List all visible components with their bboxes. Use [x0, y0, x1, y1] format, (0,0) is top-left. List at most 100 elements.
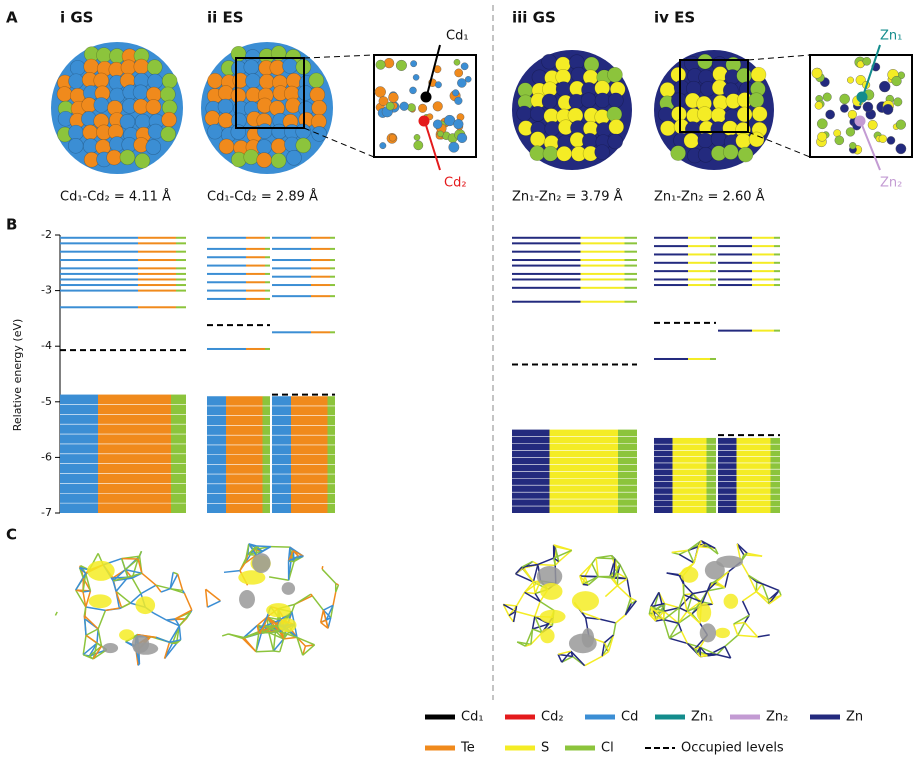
bond — [204, 589, 209, 608]
y-tick-label: -3 — [41, 284, 52, 297]
bond — [724, 634, 739, 647]
level — [60, 267, 186, 270]
bond — [319, 609, 325, 623]
orbital — [696, 603, 712, 623]
distance: Cd₁-Cd₂ = 4.11 Å — [60, 189, 171, 205]
level — [654, 253, 716, 256]
atom — [736, 67, 752, 84]
bond — [668, 630, 682, 639]
bond — [687, 642, 701, 648]
atom — [93, 97, 110, 113]
atom — [722, 144, 739, 160]
panel-label: C — [6, 526, 17, 544]
bond — [322, 609, 332, 619]
bond — [757, 634, 770, 638]
level — [272, 284, 335, 287]
atom — [448, 141, 460, 153]
bond — [591, 563, 599, 577]
atom — [457, 132, 468, 143]
level — [654, 278, 716, 281]
zoom-line — [747, 54, 811, 61]
bond — [677, 613, 693, 624]
atom — [541, 93, 558, 110]
bond — [613, 564, 621, 579]
bond — [322, 609, 327, 621]
bond — [678, 594, 685, 608]
bond — [174, 618, 180, 627]
bond — [686, 610, 701, 624]
bond — [530, 628, 534, 645]
bond — [83, 615, 99, 630]
atom — [412, 74, 420, 81]
atom — [285, 97, 301, 114]
bond — [296, 636, 315, 646]
level — [60, 306, 186, 309]
bond — [255, 545, 258, 556]
atom — [696, 106, 713, 122]
bond — [616, 585, 632, 599]
atom — [395, 59, 407, 71]
atom — [751, 106, 768, 122]
bond — [242, 632, 259, 640]
bond — [168, 625, 180, 643]
bond — [693, 648, 698, 654]
atom — [160, 126, 177, 142]
atom — [735, 132, 752, 149]
atom — [453, 119, 464, 130]
atom — [432, 119, 443, 129]
bond — [112, 576, 129, 582]
orbital — [540, 628, 555, 644]
bond — [650, 602, 665, 608]
distance: Zn₁-Zn₂ = 2.60 Å — [654, 189, 765, 205]
bond — [732, 623, 739, 636]
atom — [607, 66, 623, 83]
bond — [532, 628, 543, 634]
bond — [82, 590, 91, 593]
bond — [677, 610, 688, 624]
orbital — [239, 590, 255, 609]
atom — [893, 97, 903, 107]
orbital — [715, 627, 731, 639]
atom — [891, 75, 902, 87]
bond — [247, 545, 258, 556]
level — [718, 270, 780, 273]
atom — [96, 47, 112, 63]
bond — [279, 630, 298, 639]
atom — [256, 139, 273, 155]
bond — [704, 543, 719, 555]
level — [512, 250, 637, 253]
bond — [530, 632, 543, 645]
atom — [556, 145, 572, 162]
bond — [294, 593, 312, 605]
atom — [555, 81, 572, 97]
bond — [746, 552, 763, 557]
column-title: i GS — [60, 9, 93, 27]
bond — [268, 576, 289, 581]
bond — [532, 564, 539, 583]
bond — [205, 588, 221, 602]
bond — [155, 636, 170, 644]
atom — [847, 109, 857, 120]
atom — [311, 126, 328, 142]
bond — [239, 562, 246, 572]
legend-label: Cl — [601, 741, 614, 756]
bond — [666, 572, 679, 576]
atom — [454, 68, 464, 78]
bond — [515, 573, 534, 583]
inset-label: Zn₁ — [880, 29, 902, 44]
bond — [310, 593, 313, 597]
level — [718, 329, 780, 332]
bond — [178, 625, 182, 640]
bond — [287, 550, 294, 562]
atom — [529, 105, 546, 122]
zoom-box — [235, 57, 305, 129]
panel-label: B — [6, 216, 17, 234]
bond — [88, 655, 94, 660]
atom — [259, 73, 275, 90]
atom — [119, 113, 136, 130]
bond — [169, 639, 181, 644]
bond — [288, 555, 299, 562]
atom — [608, 119, 625, 135]
level — [272, 236, 335, 239]
bond — [579, 575, 589, 586]
